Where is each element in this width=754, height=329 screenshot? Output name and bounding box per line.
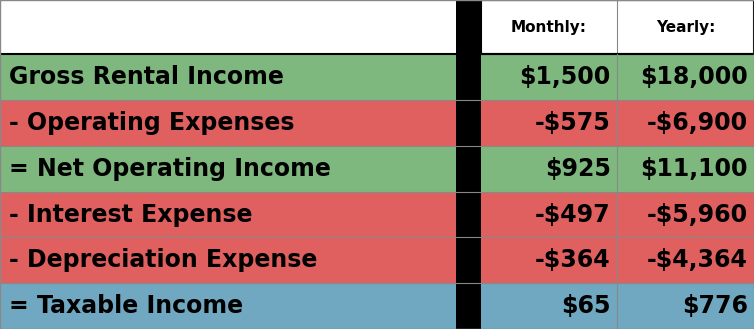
Text: $18,000: $18,000 <box>640 65 748 89</box>
Text: Yearly:: Yearly: <box>656 20 715 35</box>
Bar <box>0 146 754 191</box>
Bar <box>456 238 481 283</box>
Bar <box>0 238 754 283</box>
Text: - Operating Expenses: - Operating Expenses <box>9 111 295 135</box>
Text: -$6,900: -$6,900 <box>647 111 748 135</box>
Bar <box>456 54 481 100</box>
Bar <box>0 0 754 54</box>
Bar <box>456 283 481 329</box>
Bar <box>456 100 481 146</box>
Bar <box>456 0 481 54</box>
Text: -$4,364: -$4,364 <box>647 248 748 272</box>
Text: -$5,960: -$5,960 <box>647 203 748 227</box>
Text: $11,100: $11,100 <box>640 157 748 181</box>
Bar <box>456 191 481 238</box>
Text: Monthly:: Monthly: <box>511 20 587 35</box>
Text: -$575: -$575 <box>535 111 611 135</box>
Text: = Net Operating Income: = Net Operating Income <box>9 157 331 181</box>
Text: - Depreciation Expense: - Depreciation Expense <box>9 248 317 272</box>
Text: $65: $65 <box>561 294 611 318</box>
Bar <box>0 54 754 100</box>
Text: $776: $776 <box>682 294 748 318</box>
Bar <box>0 191 754 238</box>
Text: -$497: -$497 <box>535 203 611 227</box>
Text: - Interest Expense: - Interest Expense <box>9 203 253 227</box>
Bar <box>0 283 754 329</box>
Text: Gross Rental Income: Gross Rental Income <box>9 65 284 89</box>
Text: -$364: -$364 <box>535 248 611 272</box>
Text: $925: $925 <box>545 157 611 181</box>
Text: = Taxable Income: = Taxable Income <box>9 294 244 318</box>
Text: $1,500: $1,500 <box>520 65 611 89</box>
Bar <box>456 146 481 191</box>
Bar <box>0 100 754 146</box>
Bar <box>481 0 754 54</box>
